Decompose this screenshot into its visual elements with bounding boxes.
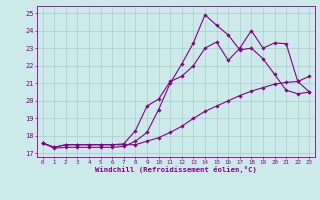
X-axis label: Windchill (Refroidissement éolien,°C): Windchill (Refroidissement éolien,°C) <box>95 166 257 173</box>
